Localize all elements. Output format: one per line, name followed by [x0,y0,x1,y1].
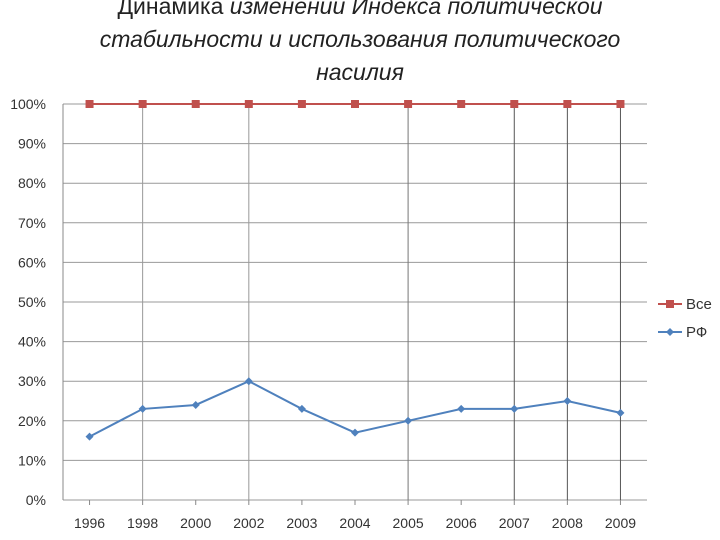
data-point [297,404,306,413]
data-point [404,416,413,425]
chart-title-line-1: Динамика изменений Индекса политической [0,0,720,23]
x-tick-label: 2009 [605,515,636,531]
y-tick-label: 70% [18,215,46,231]
chart-title: Динамика изменений Индекса политической … [0,0,720,89]
x-tick-label: 2008 [552,515,583,531]
data-point [510,100,519,108]
data-point [191,400,200,409]
data-point [191,100,200,108]
y-tick-label: 10% [18,452,46,468]
x-tick-label: 2005 [393,515,424,531]
y-tick-label: 50% [18,294,46,310]
x-tick-label: 2002 [233,515,264,531]
data-point [138,404,147,413]
data-point [297,100,306,108]
legend-label-all: Все [686,295,712,313]
y-tick-label: 0% [26,492,46,508]
y-tick-label: 20% [18,413,46,429]
legend-swatch-all [658,297,682,311]
series-line-1 [89,380,621,438]
data-point [563,397,572,405]
y-tick-label: 40% [18,334,46,350]
data-point [510,404,519,413]
legend-marker-0 [658,300,682,308]
data-point [616,100,625,108]
y-tick-label: 60% [18,254,46,270]
data-point [616,408,625,417]
chart-title-italic: изменений Индекса политической [229,0,603,19]
chart-legend: Все РФ [658,290,718,346]
data-point [244,377,253,386]
legend-label-rf: РФ [686,323,708,341]
data-point [404,100,413,108]
x-tick-label: 1996 [74,515,105,531]
x-tick-label: 2004 [339,515,370,531]
legend-item-all: Все [658,290,718,318]
y-tick-label: 100% [10,96,46,112]
x-tick-label: 2003 [286,515,317,531]
data-point [85,432,94,441]
data-point [563,100,572,108]
x-tick-label: 2000 [180,515,211,531]
legend-swatch-rf [658,325,682,339]
data-point [85,100,94,108]
data-point [457,404,466,413]
y-tick-label: 90% [18,136,46,152]
x-tick-label: 1998 [127,515,158,531]
legend-marker-1 [658,328,682,336]
y-tick-label: 30% [18,373,46,389]
chart-title-line-3: насилия [316,59,404,85]
data-point [138,100,147,108]
y-tick-label: 80% [18,175,46,191]
chart-title-line-2: стабильности и использования политическо… [99,26,621,52]
chart-title-plain: Динамика [117,0,230,19]
x-tick-label: 2006 [446,515,477,531]
data-point [457,100,466,108]
data-point [244,100,253,108]
data-point [351,428,359,437]
legend-item-rf: РФ [658,318,718,346]
x-tick-label: 2007 [499,515,530,531]
data-point [351,100,359,108]
